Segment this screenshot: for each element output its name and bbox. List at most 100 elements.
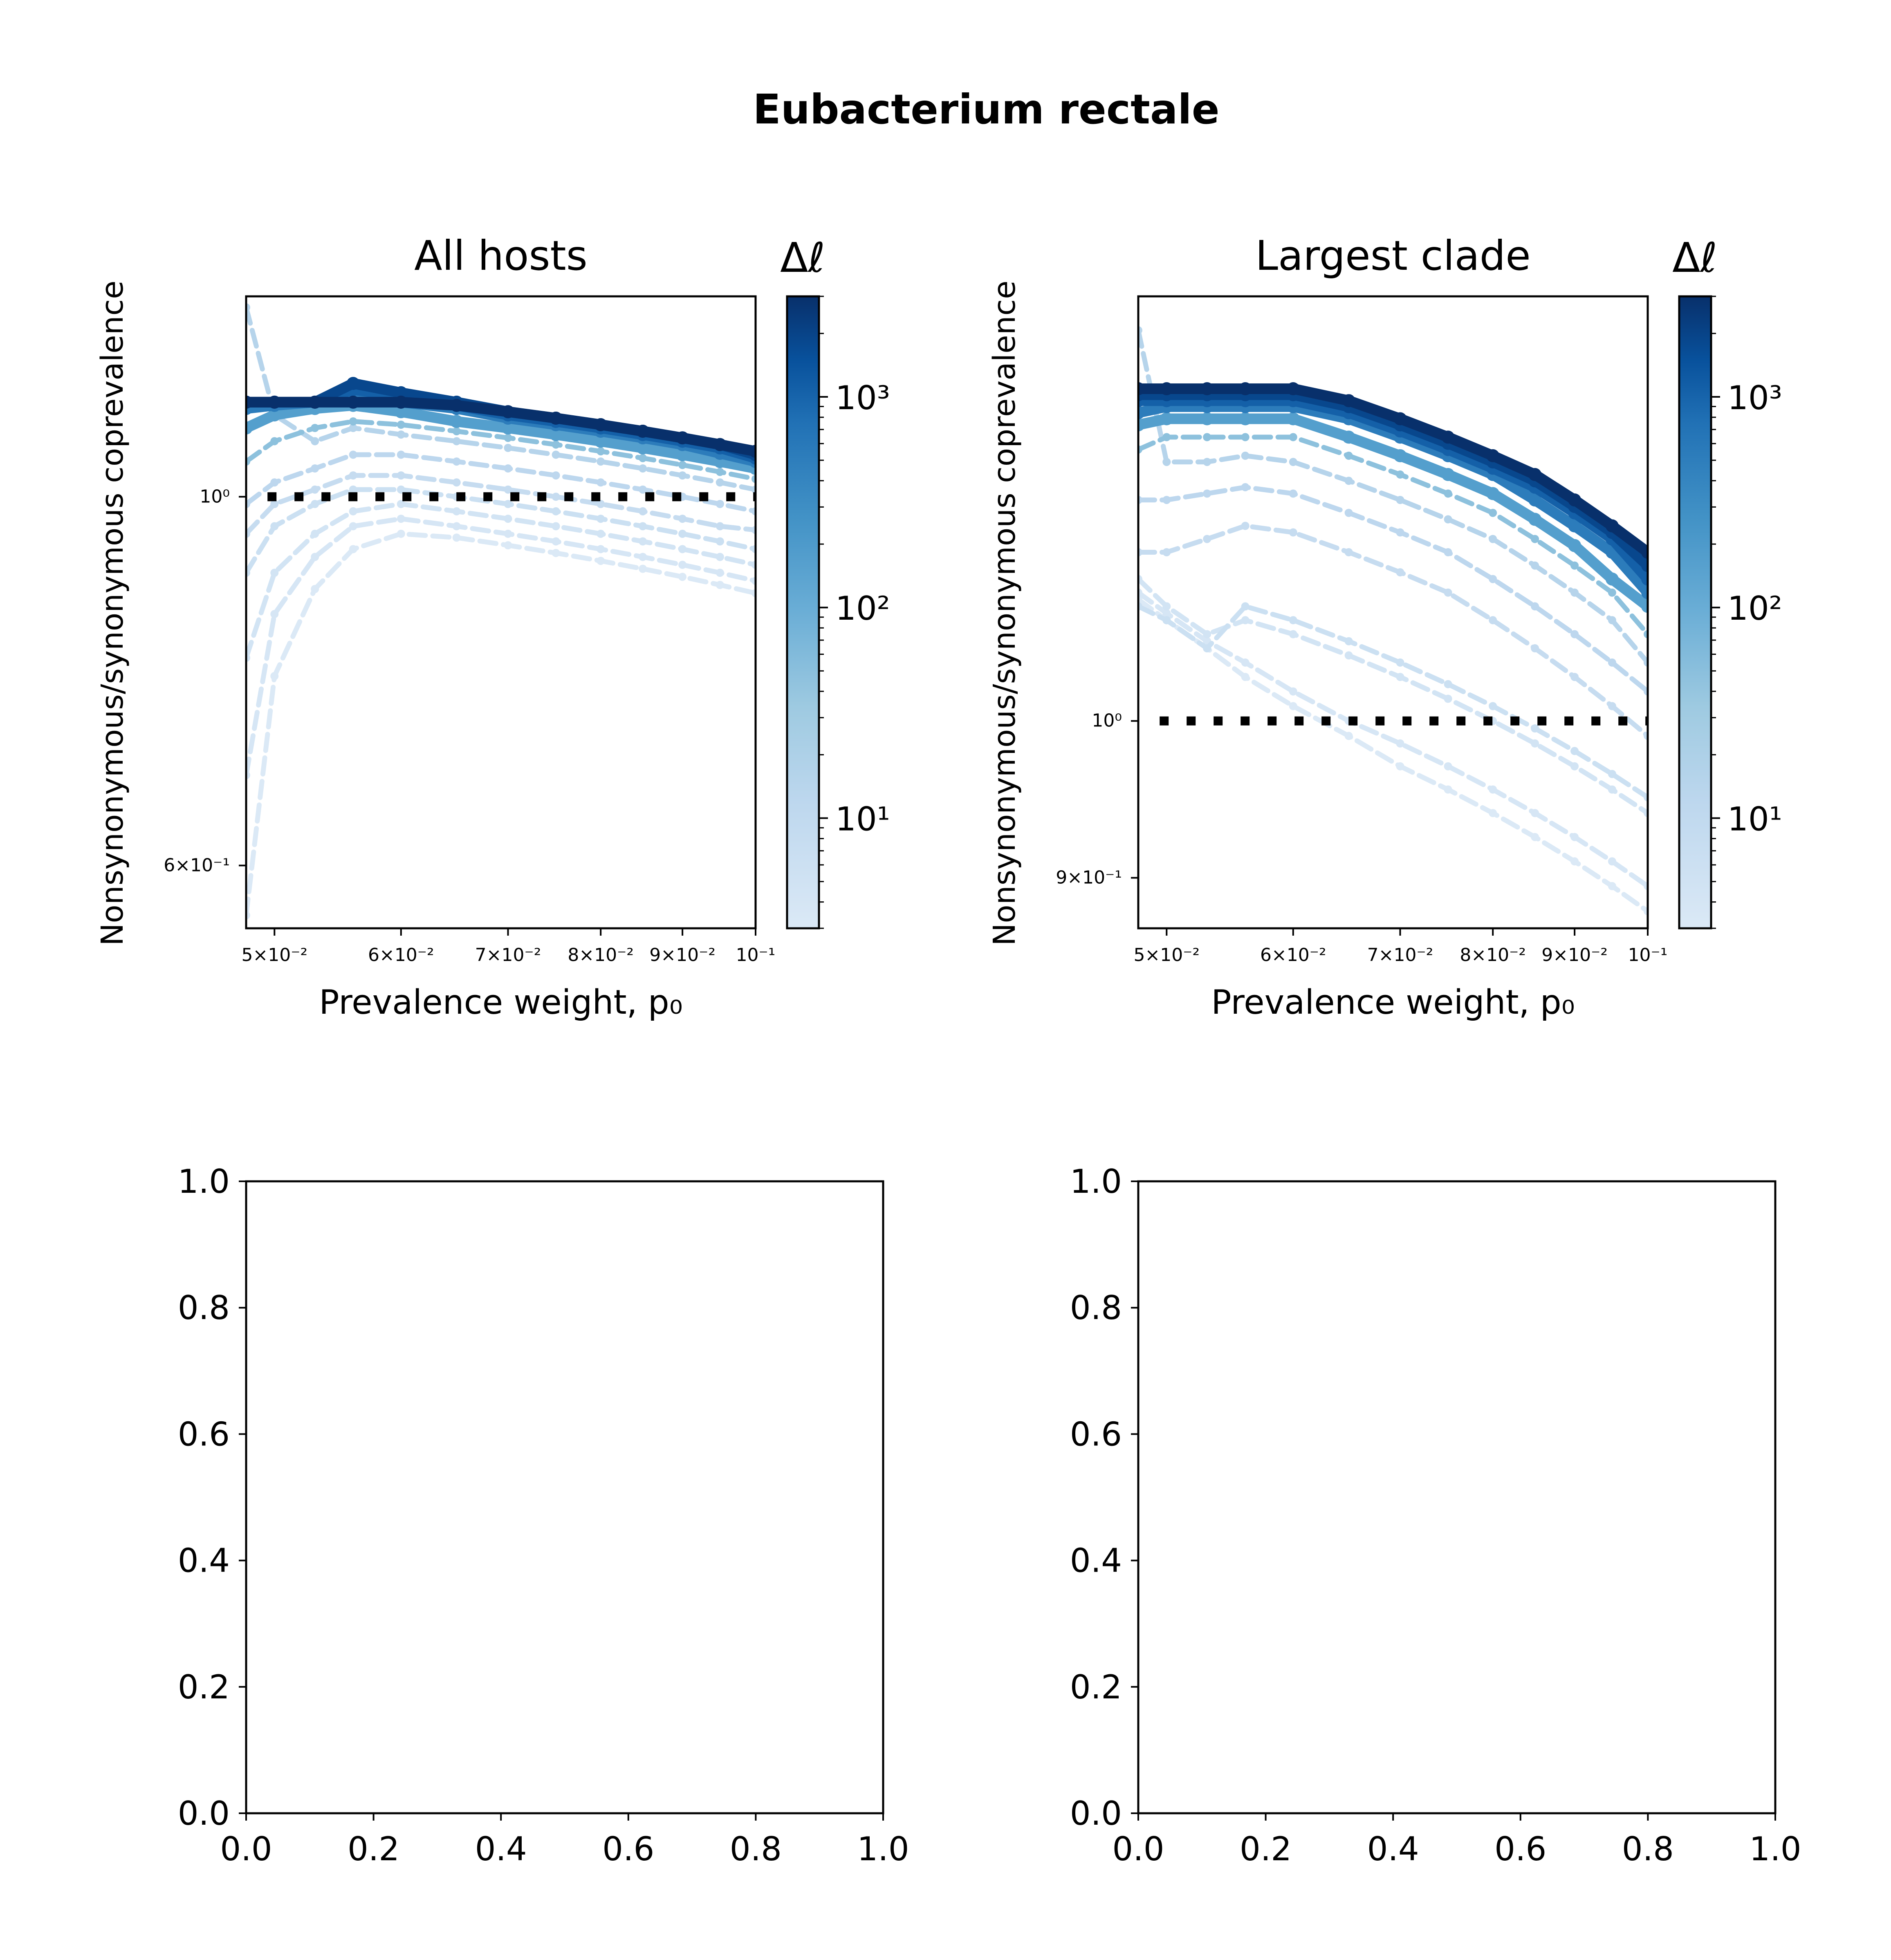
x-axis-label-largest-clade: Prevalence weight, p₀ (1211, 983, 1575, 1022)
data-point (597, 447, 605, 456)
x-tick-label: 6×10⁻² (1260, 945, 1326, 965)
data-point (1203, 458, 1211, 466)
data-point (1489, 809, 1497, 818)
data-point (1441, 468, 1455, 481)
data-point (678, 461, 687, 469)
data-point (450, 399, 463, 412)
data-point (397, 500, 405, 508)
data-point (552, 537, 560, 546)
data-point (716, 581, 724, 589)
x-tick-label: 0.4 (1367, 1830, 1419, 1868)
data-point (1203, 433, 1211, 441)
x-tick-label: 0.8 (730, 1830, 782, 1868)
data-point (346, 395, 360, 409)
data-point (678, 471, 687, 480)
y-tick-label: 0.6 (178, 1415, 230, 1453)
data-point (504, 444, 512, 452)
data-point (1396, 673, 1404, 681)
x-tick-label: 0.0 (220, 1830, 272, 1868)
plot-area-all-hosts (246, 303, 756, 920)
data-point (1396, 762, 1404, 771)
data-point (639, 464, 647, 473)
data-point (1344, 732, 1353, 740)
x-tick-label: 6×10⁻² (368, 945, 434, 965)
figure-title: Eubacterium rectale (753, 85, 1219, 133)
data-point (1641, 559, 1648, 572)
data-point (452, 533, 461, 542)
data-point (1344, 651, 1353, 660)
data-point (1641, 572, 1648, 586)
data-point (1344, 548, 1353, 556)
data-point (270, 610, 279, 618)
data-point (308, 395, 322, 409)
x-tick-label: 1.0 (1749, 1830, 1801, 1868)
data-point (1641, 546, 1648, 559)
data-point (1289, 458, 1297, 466)
x-ticks-all-hosts: 5×10⁻² 6×10⁻² 7×10⁻² 8×10⁻² 9×10⁻² 10⁻¹ (241, 928, 775, 965)
data-point (349, 522, 357, 531)
data-point (1393, 412, 1407, 426)
series-line (246, 531, 756, 918)
data-point (1203, 535, 1211, 543)
data-point (597, 500, 605, 508)
data-point (452, 457, 461, 466)
data-point (311, 500, 319, 508)
data-point (713, 438, 727, 451)
data-point (549, 428, 563, 441)
data-point (1200, 412, 1214, 426)
data-point (1344, 508, 1353, 517)
data-point (639, 485, 647, 494)
data-point (1531, 561, 1539, 570)
colorbar-left: Δℓ 10¹ 10² 10³ (780, 234, 890, 930)
data-point (1162, 458, 1171, 466)
data-point (246, 421, 253, 435)
data-point (1241, 673, 1249, 681)
panel-title-all-hosts: All hosts (414, 232, 588, 280)
data-point (678, 545, 687, 553)
ticks-empty-bottom-right: 0.0 0.2 0.4 0.6 0.8 1.0 0.0 0.2 0.4 0.6 0.8 1.0 (1070, 1163, 1801, 1868)
data-point (1528, 493, 1542, 507)
data-point (1138, 382, 1145, 395)
data-point (1608, 588, 1616, 597)
y-tick-label: 1.0 (178, 1163, 230, 1201)
data-point (1489, 535, 1497, 543)
y-tick-label: 0.2 (1070, 1668, 1122, 1706)
y-tick-label: 0.0 (1070, 1794, 1122, 1832)
data-point (397, 421, 405, 429)
data-point (504, 515, 512, 523)
data-point (1162, 548, 1171, 556)
data-point (311, 485, 319, 494)
data-point (452, 522, 461, 531)
data-point (349, 507, 357, 515)
data-point (597, 457, 605, 466)
data-point (1444, 680, 1452, 688)
data-point (1528, 468, 1542, 481)
data-point (346, 377, 360, 390)
data-point (270, 478, 279, 487)
x-tick-label: 8×10⁻² (568, 945, 634, 965)
data-point (1531, 809, 1539, 818)
data-point (716, 500, 724, 508)
data-point (594, 418, 608, 431)
series-line (246, 516, 756, 778)
data-point (1531, 602, 1539, 611)
data-point (1289, 489, 1297, 498)
axes-frame-empty-bottom-left (245, 1180, 884, 1814)
data-point (1608, 770, 1616, 778)
data-point (597, 515, 605, 523)
data-point (311, 529, 319, 538)
data-point (676, 448, 689, 461)
data-point (1289, 616, 1297, 625)
data-point (1162, 616, 1171, 625)
data-point (552, 493, 560, 501)
panel-empty-bottom-right: 0.0 0.2 0.4 0.6 0.8 1.0 0.0 0.2 0.4 0.6 0.8 1.0 (1070, 1163, 1801, 1868)
data-point (1444, 762, 1452, 771)
data-point (639, 522, 647, 531)
data-point (452, 437, 461, 446)
data-point (397, 471, 405, 480)
data-point (1605, 572, 1619, 586)
x-tick-label: 8×10⁻² (1460, 945, 1526, 965)
data-point (452, 478, 461, 487)
axes-frame-largest-clade (1137, 295, 1649, 930)
data-point (639, 537, 647, 546)
